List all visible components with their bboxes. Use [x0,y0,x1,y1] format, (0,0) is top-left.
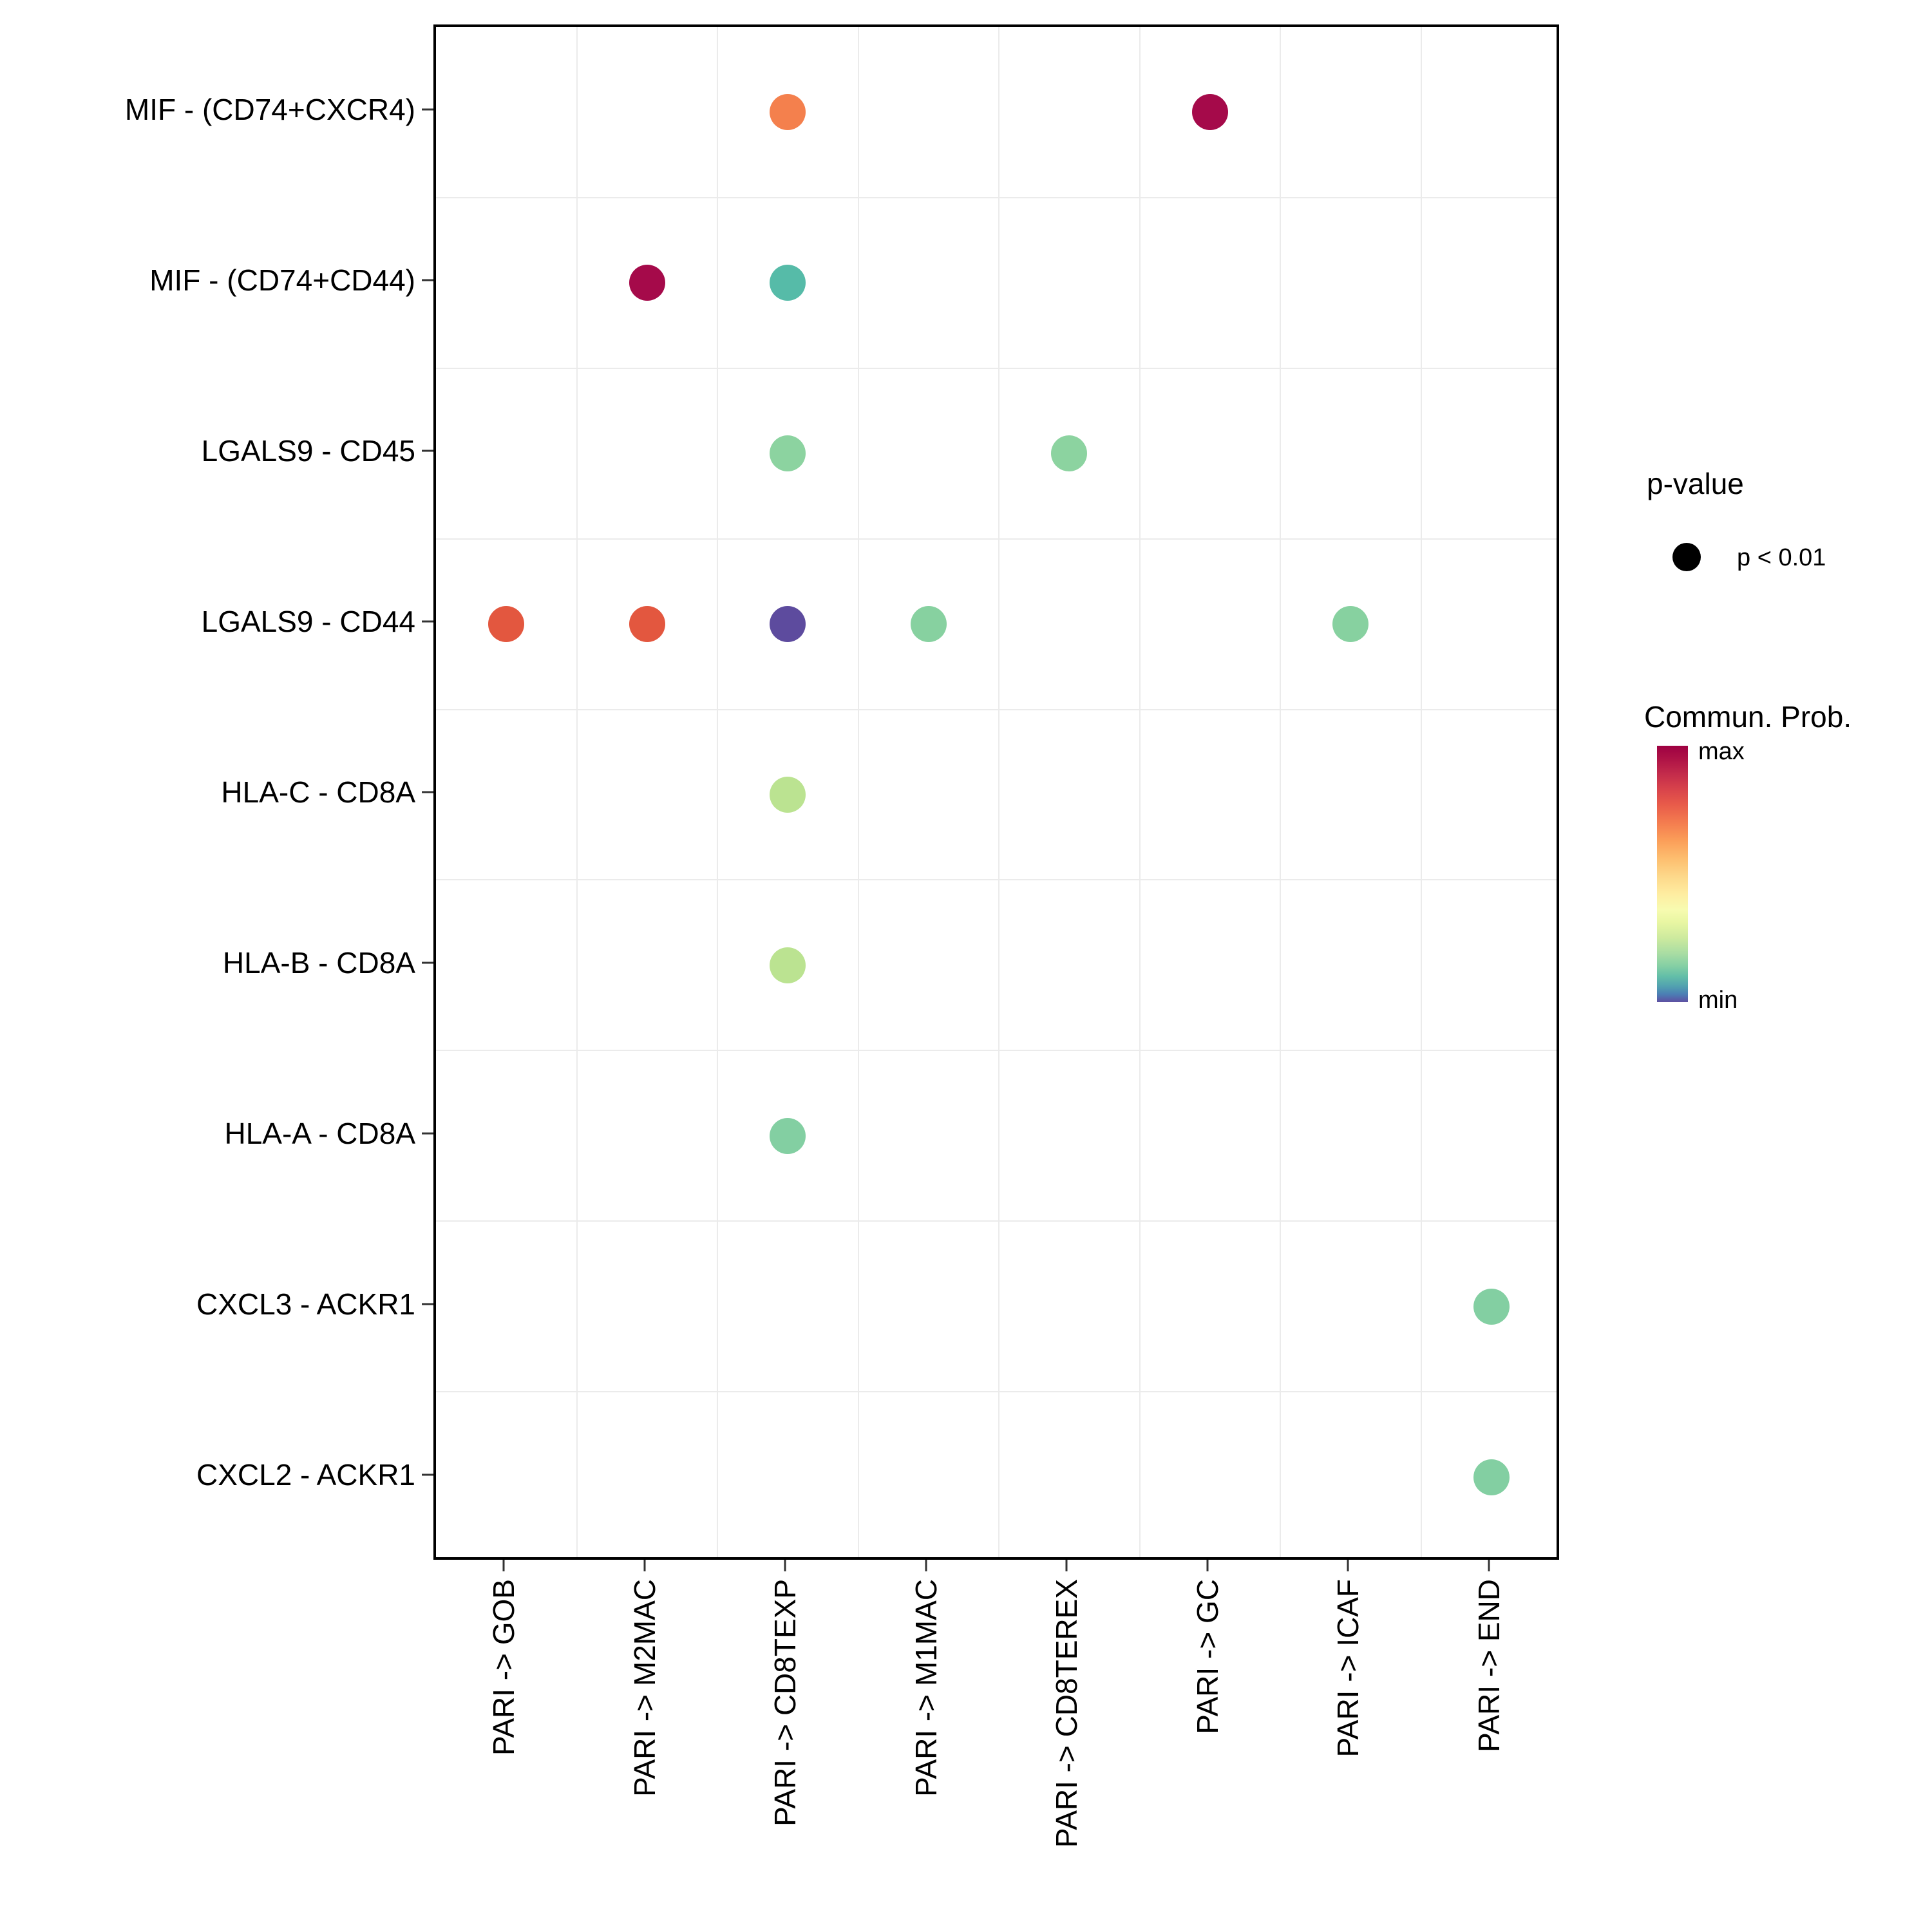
vertical-gridline [717,27,718,1557]
x-axis-tick-mark [1206,1560,1209,1571]
y-axis-labels: MIF - (CD74+CXCR4) MIF - (CD74+CD44) LGALS… [0,24,415,1560]
data-point[interactable] [1473,1459,1510,1495]
y-axis-tick-mark [422,961,433,964]
x-axis-tick-label: PARI -> CD8TEXP [768,1579,802,1826]
y-axis-tick-label: CXCL3 - ACKR1 [196,1287,415,1321]
data-point[interactable] [1473,1288,1510,1325]
horizontal-gridline [436,1050,1557,1052]
x-axis-tick-label: PARI -> GOB [487,1579,521,1756]
data-point[interactable] [770,94,806,131]
vertical-gridline [1420,27,1422,1557]
pvalue-legend-entry-label: p < 0.01 [1737,544,1826,571]
x-axis-tick-label: PARI -> GC [1190,1579,1224,1734]
x-axis-tick-label: PARI -> END [1472,1579,1506,1752]
data-point[interactable] [1191,94,1228,131]
colorbar-title: Commun. Prob. [1644,700,1852,734]
y-axis-tick-label: MIF - (CD74+CXCR4) [124,93,415,127]
y-axis-tick-label: CXCL2 - ACKR1 [196,1457,415,1492]
data-point[interactable] [770,1117,806,1154]
horizontal-gridline [436,538,1557,540]
x-axis-tick-label: PARI -> M2MAC [627,1579,661,1797]
x-axis-tick-mark [1065,1560,1068,1571]
vertical-gridline [998,27,999,1557]
horizontal-gridline [436,708,1557,710]
horizontal-gridline [436,196,1557,198]
y-axis-tick-mark [422,791,433,793]
data-point[interactable] [910,606,947,643]
data-point[interactable] [1051,435,1088,472]
y-axis-tick-mark [422,1303,433,1305]
y-axis-tick-label: HLA-C - CD8A [221,775,415,809]
data-point[interactable] [770,777,806,813]
horizontal-gridline [436,1220,1557,1222]
x-axis-tick-mark [1488,1560,1490,1571]
x-axis-tick-label: PARI -> ICAF [1331,1579,1365,1757]
horizontal-gridline [436,1391,1557,1393]
y-axis-tick-label: LGALS9 - CD44 [201,605,415,639]
y-axis-tick-label: HLA-A - CD8A [224,1116,415,1150]
y-axis-tick-label: HLA-B - CD8A [222,945,415,980]
plot-area [436,27,1557,1557]
data-point[interactable] [629,265,665,301]
vertical-gridline [576,27,578,1557]
x-axis-tick-mark [1347,1560,1349,1571]
data-point[interactable] [770,606,806,643]
pvalue-legend-dot-icon [1672,543,1701,571]
y-axis-tick-mark [422,1473,433,1476]
vertical-gridline [857,27,859,1557]
x-axis-tick-label: PARI -> M1MAC [909,1579,943,1797]
x-axis-tick-mark [502,1560,505,1571]
y-axis-tick-label: LGALS9 - CD45 [201,434,415,468]
data-point[interactable] [1332,606,1369,643]
data-point[interactable] [488,606,525,643]
x-axis-tick-label: PARI -> CD8TEREX [1050,1579,1084,1848]
colorbar-min-label: min [1698,987,1738,1014]
pvalue-legend-title: p-value [1647,467,1744,500]
colorbar-gradient [1657,746,1688,1002]
horizontal-gridline [436,879,1557,881]
y-axis-tick-mark [422,450,433,452]
vertical-gridline [1139,27,1141,1557]
y-axis-tick-mark [422,279,433,281]
y-axis-ticks [422,24,433,1560]
plot-panel [433,24,1559,1560]
y-axis-tick-label: MIF - (CD74+CD44) [149,263,415,298]
data-point[interactable] [770,947,806,983]
y-axis-tick-mark [422,620,433,623]
colorbar-max-label: max [1698,738,1745,765]
x-axis-labels: PARI -> GOB PARI -> M2MAC PARI -> CD8TEXP P… [433,1560,1559,1920]
x-axis-tick-mark [925,1560,927,1571]
y-axis-tick-mark [422,108,433,111]
data-point[interactable] [770,265,806,301]
data-point[interactable] [770,435,806,472]
data-point[interactable] [629,606,665,643]
x-axis-tick-mark [784,1560,786,1571]
vertical-gridline [1280,27,1281,1557]
legend-area: p-value p < 0.01 Commun. Prob. max min [1639,0,1932,1932]
horizontal-gridline [436,367,1557,369]
y-axis-tick-mark [422,1132,433,1135]
x-axis-tick-mark [643,1560,646,1571]
